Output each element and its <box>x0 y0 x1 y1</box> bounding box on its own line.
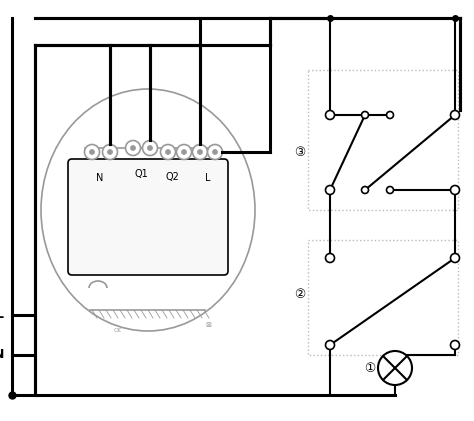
Circle shape <box>386 112 393 118</box>
Circle shape <box>176 144 191 160</box>
Circle shape <box>126 141 140 155</box>
Circle shape <box>450 341 459 349</box>
Circle shape <box>326 186 335 195</box>
Circle shape <box>143 141 157 155</box>
Circle shape <box>378 351 412 385</box>
Text: Q1: Q1 <box>134 169 148 179</box>
Text: ⊠: ⊠ <box>205 322 211 328</box>
Circle shape <box>84 144 100 160</box>
Text: ③: ③ <box>294 146 306 158</box>
Text: L: L <box>205 173 211 183</box>
Circle shape <box>102 144 118 160</box>
Text: N: N <box>96 173 104 183</box>
Circle shape <box>450 186 459 195</box>
Circle shape <box>182 149 186 155</box>
Circle shape <box>326 110 335 120</box>
Circle shape <box>130 146 136 150</box>
Text: N: N <box>0 349 4 362</box>
Circle shape <box>450 110 459 120</box>
Circle shape <box>208 144 222 160</box>
Circle shape <box>212 149 218 155</box>
Bar <box>308 240 458 355</box>
Circle shape <box>192 144 208 160</box>
Circle shape <box>326 253 335 263</box>
Text: ①: ① <box>365 362 375 375</box>
Text: C€: C€ <box>114 328 122 333</box>
Circle shape <box>165 149 171 155</box>
Circle shape <box>90 149 94 155</box>
Circle shape <box>362 112 368 118</box>
FancyBboxPatch shape <box>68 159 228 275</box>
Circle shape <box>198 149 202 155</box>
Bar <box>308 70 458 210</box>
Text: L: L <box>0 309 4 322</box>
Text: Q2: Q2 <box>165 172 179 182</box>
Circle shape <box>108 149 112 155</box>
Text: ②: ② <box>294 288 306 301</box>
Circle shape <box>450 253 459 263</box>
Circle shape <box>362 187 368 194</box>
Circle shape <box>147 146 153 150</box>
Circle shape <box>386 187 393 194</box>
Circle shape <box>161 144 175 160</box>
Circle shape <box>326 341 335 349</box>
